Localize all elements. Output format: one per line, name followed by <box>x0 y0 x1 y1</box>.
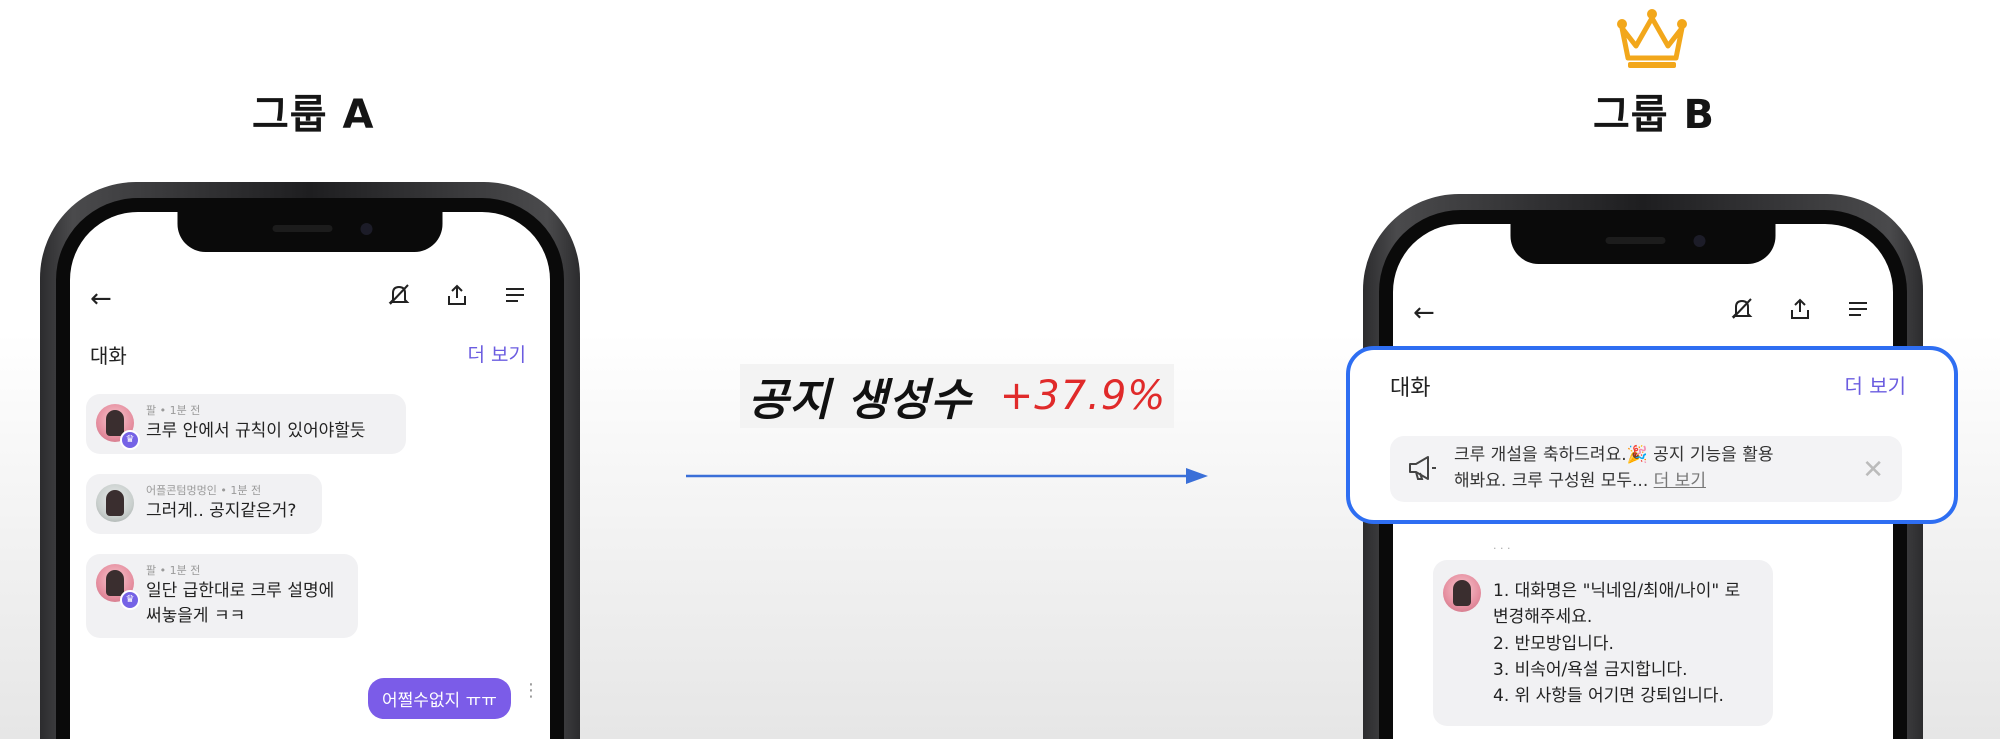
notice-highlight-card: 대화 더 보기 크루 개설을 축하드려요.🎉 공지 기능을 활용 해봐요. 크루… <box>1346 346 1958 524</box>
phone-group-a: ← 대화 더 보기 ♛ <box>40 182 580 739</box>
back-arrow-icon[interactable]: ← <box>1413 298 1435 328</box>
more-link[interactable]: 더 보기 <box>467 344 526 366</box>
chat-message: ♛ 팔 • 1분 전 크루 안에서 규칙이 있어야할듯 <box>86 394 406 454</box>
share-icon[interactable] <box>442 280 472 310</box>
more-link[interactable]: 더 보기 <box>1844 374 1906 398</box>
notice-more-link[interactable]: 더 보기 <box>1653 471 1706 492</box>
back-arrow-icon[interactable]: ← <box>90 284 112 314</box>
avatar[interactable] <box>96 404 134 442</box>
arrow-right-icon <box>686 468 1208 484</box>
phone-notch <box>1510 224 1776 264</box>
message-text: 그러게.. 공지같은거? <box>146 501 297 522</box>
message-author: 팔 <box>146 564 157 577</box>
metric-label: 공지 생성수 <box>748 375 972 426</box>
notice-text-line: 해봐요. 크루 구성원 모두... <box>1454 471 1649 492</box>
message-text-line: 써놓을게 ㅋㅋ <box>146 605 246 626</box>
phone-a-topbar: ← <box>70 280 550 320</box>
message-time: 1분 전 <box>169 404 201 417</box>
metric-banner: 공지 생성수 +37.9% <box>740 364 1175 428</box>
crown-icon <box>1617 9 1687 68</box>
close-icon[interactable]: ✕ <box>1862 455 1884 485</box>
rule-line: 2. 반모방입니다. <box>1493 633 1614 654</box>
section-label: 대화 <box>1390 376 1431 401</box>
message-text-line: 일단 급한대로 크루 설명에 <box>146 581 335 602</box>
more-options-icon[interactable]: ⋮ <box>522 680 540 701</box>
chat-message: ♛ 팔 • 1분 전 일단 급한대로 크루 설명에 써놓을게 ㅋㅋ <box>86 554 358 639</box>
rules-message: 1. 대화명은 "닉네임/최애/나이" 로 변경해주세요. 2. 반모방입니다.… <box>1433 560 1773 726</box>
phone-notch <box>177 212 443 252</box>
megaphone-icon <box>1409 456 1436 480</box>
my-message: 어쩔수없지 ㅠㅠ <box>368 678 511 719</box>
group-b-title: 그룹 B <box>1593 92 1716 138</box>
menu-icon[interactable] <box>500 280 530 310</box>
message-time: 1분 전 <box>169 564 201 577</box>
group-a-title: 그룹 A <box>252 92 375 138</box>
rule-line: 4. 위 사항들 어기면 강퇴입니다. <box>1493 686 1724 707</box>
crown-badge-icon: ♛ <box>120 590 140 610</box>
notice-banner[interactable]: 크루 개설을 축하드려요.🎉 공지 기능을 활용 해봐요. 크루 구성원 모두.… <box>1390 436 1902 502</box>
faded-meta: · · · <box>1493 736 1510 739</box>
conversation-header: 대화 더 보기 <box>90 340 526 370</box>
crown-badge-icon: ♛ <box>120 430 140 450</box>
metric-value: +37.9% <box>999 373 1167 419</box>
rule-line: 3. 비속어/욕설 금지합니다. <box>1493 660 1688 681</box>
notice-text-line: 크루 개설을 축하드려요.🎉 공지 기능을 활용 <box>1454 445 1774 465</box>
rule-line: 변경해주세요. <box>1493 607 1593 628</box>
menu-icon[interactable] <box>1843 294 1873 324</box>
chat-message: 어플콘텀멍멍인 • 1분 전 그러게.. 공지같은거? <box>86 474 322 534</box>
phone-a-screen: ← 대화 더 보기 ♛ <box>70 212 550 739</box>
faded-meta: · · · <box>1493 542 1511 555</box>
avatar[interactable] <box>1443 574 1481 612</box>
message-author: 어플콘텀멍멍인 <box>146 484 217 497</box>
message-text: 크루 안에서 규칙이 있어야할듯 <box>146 421 366 442</box>
mute-bell-icon[interactable] <box>384 280 414 310</box>
section-label: 대화 <box>90 344 127 368</box>
share-icon[interactable] <box>1785 294 1815 324</box>
message-author: 팔 <box>146 404 157 417</box>
message-time: 1분 전 <box>230 484 262 497</box>
avatar[interactable] <box>96 484 134 522</box>
rule-line: 1. 대화명은 "닉네임/최애/나이" 로 <box>1493 581 1741 601</box>
phone-b-topbar: ← <box>1393 294 1893 334</box>
mute-bell-icon[interactable] <box>1727 294 1757 324</box>
